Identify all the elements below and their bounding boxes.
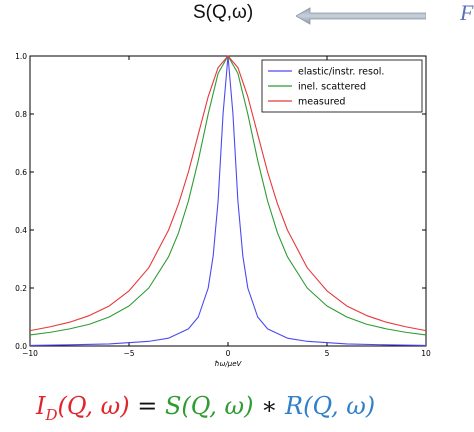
legend-entry: elastic/instr. resol. [298,67,384,78]
equation-convolution-op: ∗ [261,392,278,420]
x-tick-label: 10 [421,349,431,358]
top-label: S(Q,ω) [193,2,254,23]
y-tick-label: 0.8 [15,110,27,119]
x-tick-label: 5 [325,349,330,358]
partial-letter: F [460,0,474,25]
chart-legend: elastic/instr. resol. inel. scattered meas… [261,59,423,113]
y-tick-label: 0.0 [15,342,27,351]
x-tick-label: −5 [123,349,134,358]
chart-series-layer [29,55,427,346]
equation-equals: = [137,392,158,420]
line-chart: 0.0 0.2 0.4 0.6 0.8 1.0 −10 −5 0 5 10 ħω/μeV elasti… [15,52,431,368]
y-tick-label: 1.0 [15,52,27,61]
y-tick-label: 0.6 [15,168,27,177]
x-tick-label: −10 [22,349,38,358]
series-line-2 [29,55,427,332]
equation-s-term: S(Q, ω) [164,392,254,420]
legend-entry: inel. scattered [298,82,366,93]
legend-entry: measured [298,97,345,108]
x-tick-label: 0 [226,349,231,358]
left-arrow-icon [296,7,426,25]
equation-r-term: R(Q, ω) [285,392,376,420]
y-tick-label: 0.4 [15,226,27,235]
x-axis-label: ħω/μeV [215,360,243,368]
convolution-equation: ID(Q, ω) = S(Q, ω) ∗ R(Q, ω) [36,392,375,424]
equation-lhs: ID(Q, ω) [36,392,130,424]
y-tick-label: 0.2 [15,284,27,293]
